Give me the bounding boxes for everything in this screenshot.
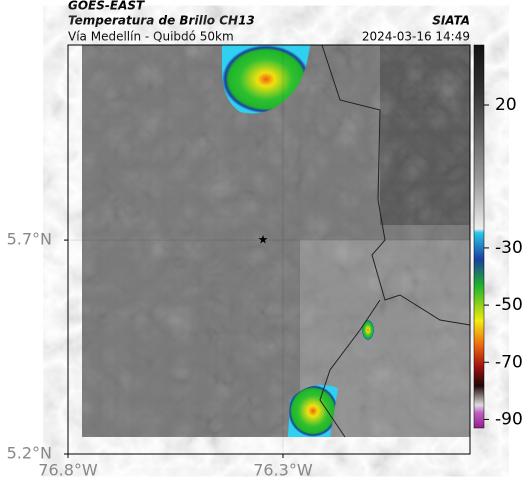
x-tick-label: 76.8°W (38, 461, 98, 480)
colorbar-label: -70 (495, 352, 523, 372)
x-tick-label: 76.3°W (253, 461, 313, 480)
satellite-image (82, 44, 471, 438)
location-marker: ★ (258, 233, 269, 247)
map-frame (67, 44, 471, 455)
timestamp: 2024-03-16 14:49 (362, 30, 470, 44)
subtitle: Vía Medellín - Quibdó 50km (68, 30, 234, 44)
y-tick-label: 5.7°N (7, 230, 52, 249)
colorbar (473, 44, 485, 429)
colorbar-label: -50 (495, 295, 523, 315)
colorbar-label: 20 (495, 95, 517, 115)
agency: SIATA (432, 14, 470, 28)
y-tick-label: 5.2°N (7, 444, 52, 463)
colorbar-label: -90 (495, 409, 523, 429)
source: GOES-EAST (68, 0, 145, 13)
title: Temperatura de Brillo CH13 (68, 14, 255, 28)
colorbar-label: -30 (495, 238, 523, 258)
